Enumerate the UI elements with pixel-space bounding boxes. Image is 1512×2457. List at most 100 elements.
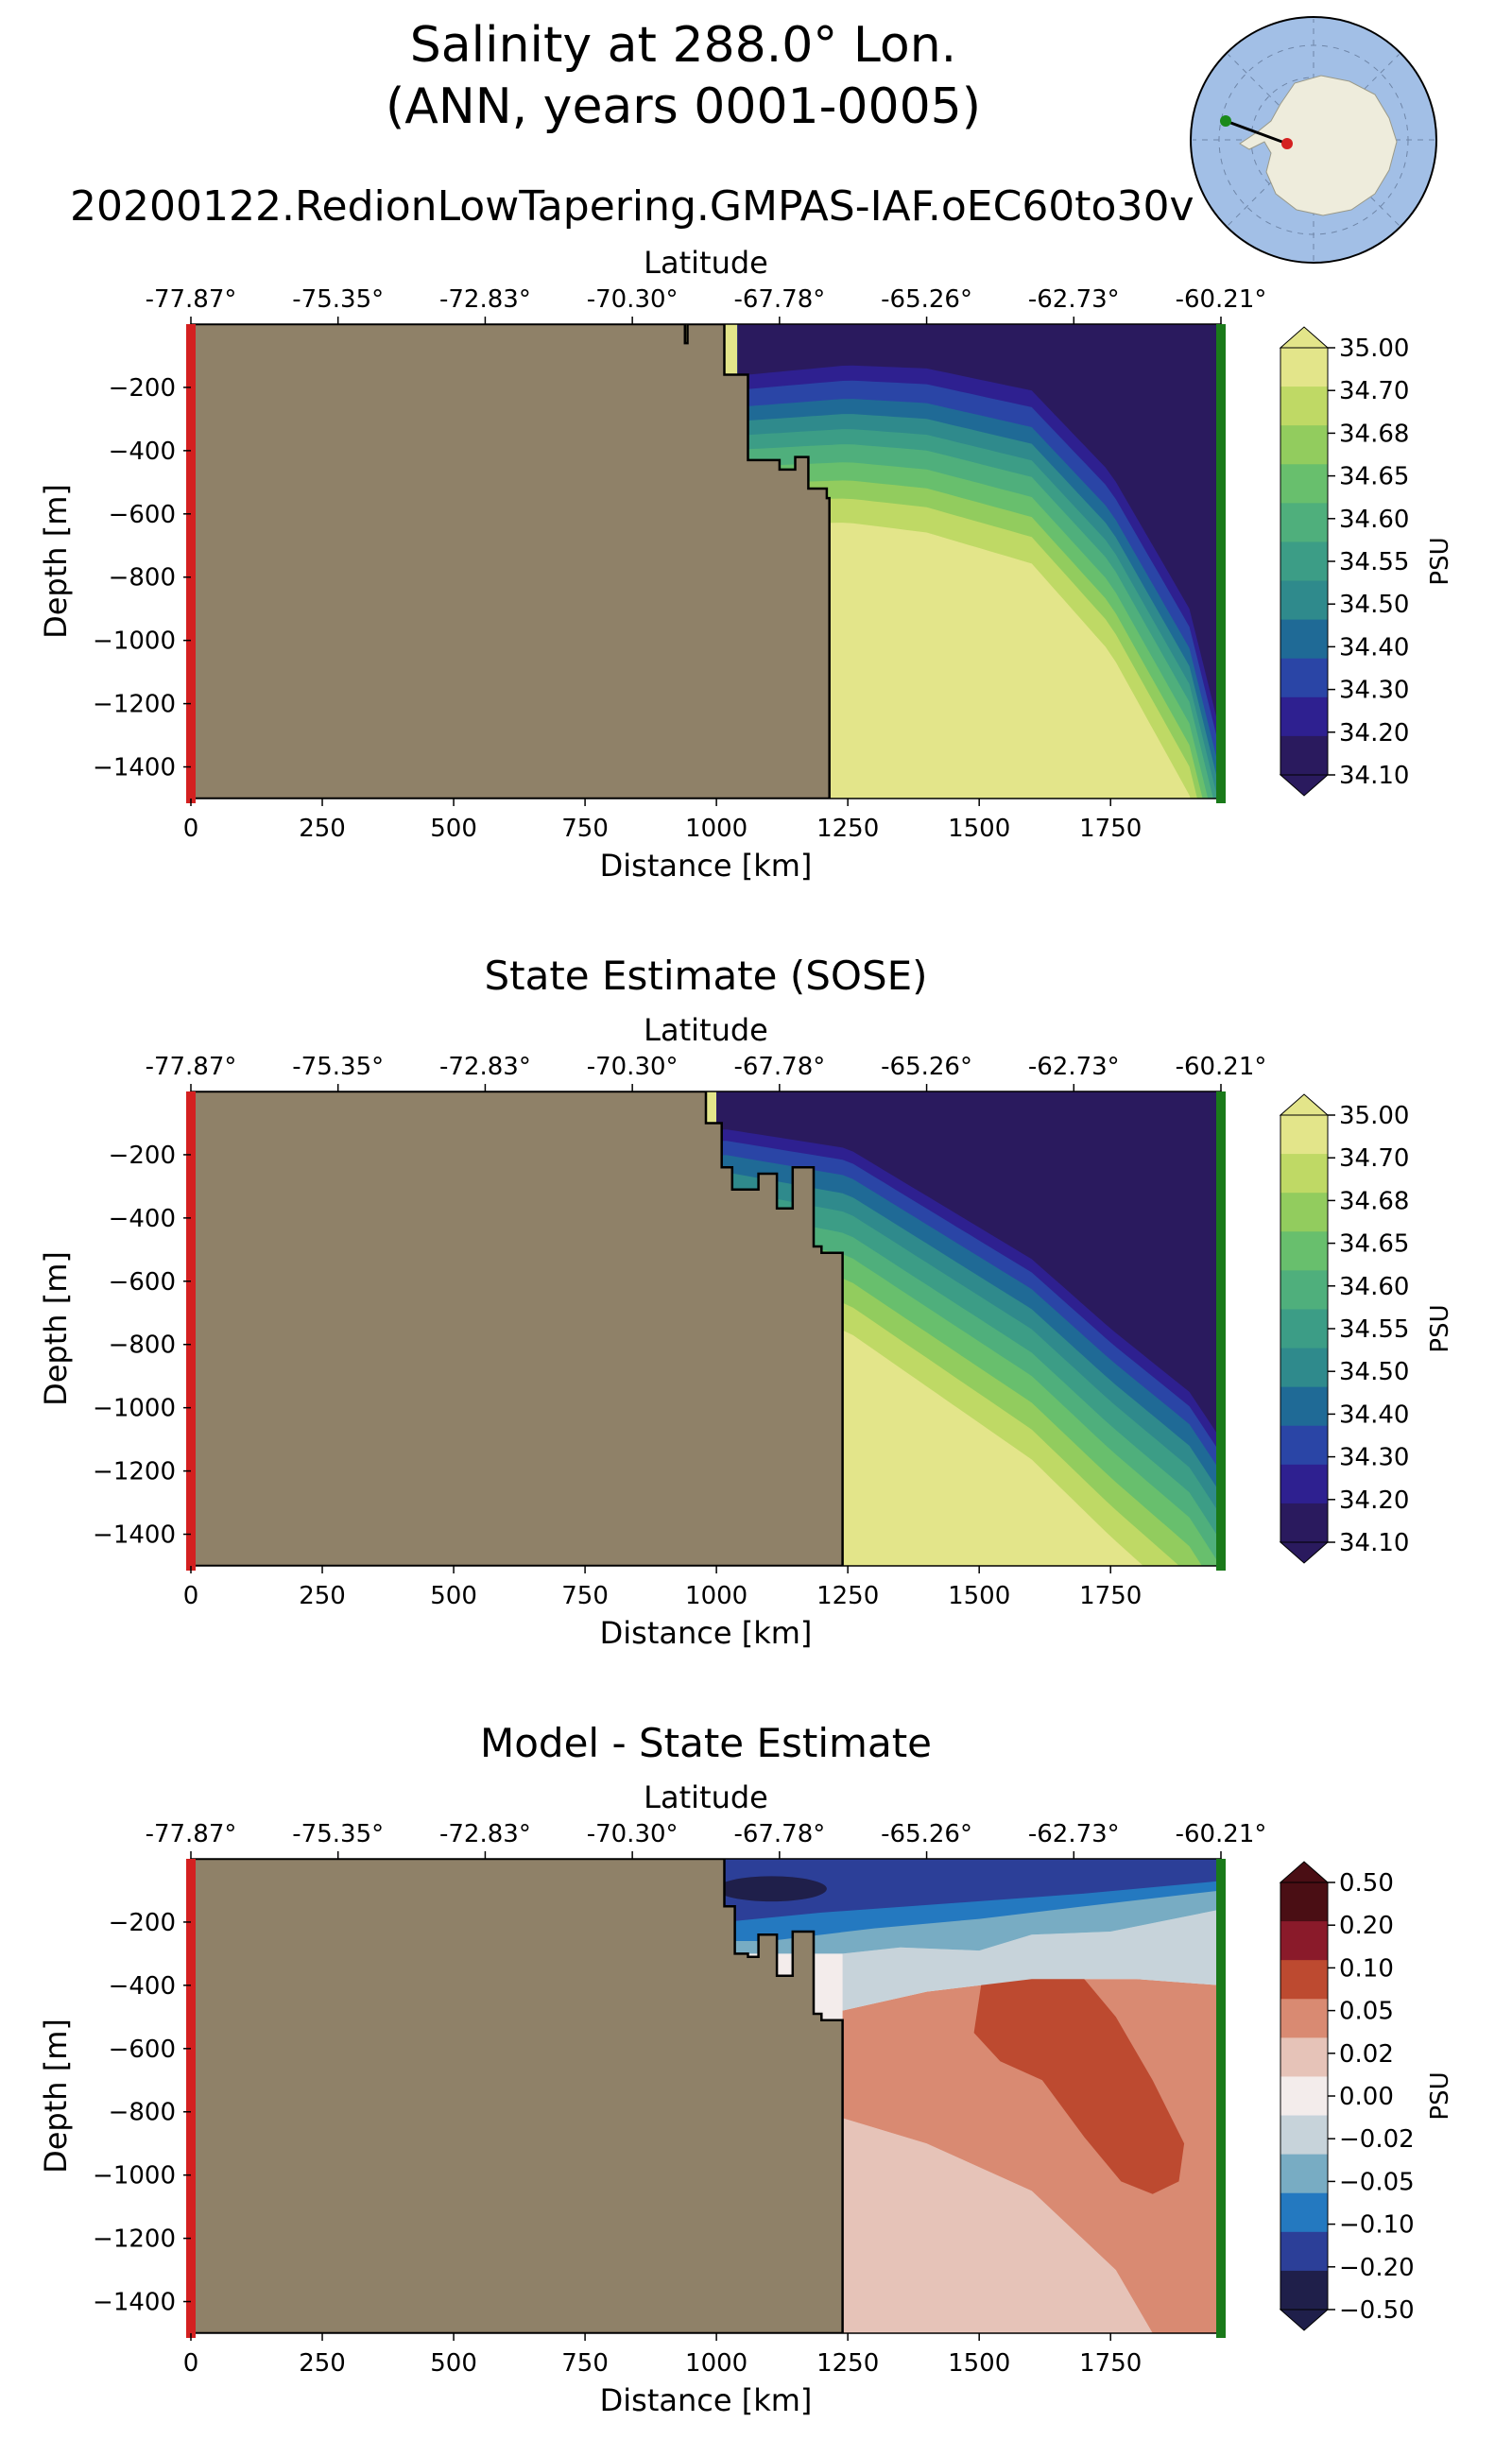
colorbar: 35.00 34.70 34.68 34.65 34.60 34.55 34.50 34.40… [1279, 326, 1454, 797]
colorbar-swatch [1280, 425, 1328, 465]
diff-region-minus-0.20 [724, 1859, 1221, 1922]
inset-section-path [1225, 119, 1288, 146]
lat-tick-label: -60.21° [1176, 285, 1267, 314]
colorbar-swatch [1280, 2192, 1328, 2233]
panel-1-field [191, 324, 1221, 799]
colorbar-tick-label: 34.60 [1339, 506, 1409, 534]
y-tick-label: −600 [109, 2036, 176, 2064]
colorbar-extend-top [1279, 1093, 1330, 1116]
y-tick-label: −800 [109, 564, 176, 593]
lat-tick-label: -72.83° [439, 1820, 531, 1848]
x-axis-label: Distance [km] [600, 2382, 813, 2418]
colorbar-swatch [1280, 1921, 1328, 1961]
colorbar-tick-label: 0.05 [1339, 1998, 1394, 2026]
colorbar-tick-label: 34.70 [1339, 377, 1409, 405]
colorbar-tick-label: 0.50 [1339, 1869, 1394, 1898]
panel-1: 0 250 500 750 1000 1250 1500 1750 Distance [km] −… [38, 245, 1454, 884]
colorbar-tick-label: 0.10 [1339, 1954, 1394, 1983]
colorbar-swatch [1280, 1999, 1328, 2038]
section-end-marker [1216, 1859, 1226, 2338]
section-start-marker [186, 324, 196, 803]
y-tick-label: −200 [109, 374, 176, 403]
inset-map [1190, 16, 1437, 264]
colorbar-tick-label: 34.10 [1339, 762, 1409, 790]
y-axis-label: Depth [m] [38, 2019, 74, 2174]
lat-tick-label: -77.87° [146, 1820, 237, 1848]
colorbar-swatch [1280, 464, 1328, 504]
lat-tick-label: -72.83° [439, 285, 531, 314]
lat-tick-label: -67.78° [733, 285, 825, 314]
inset-path-start-marker [1220, 115, 1231, 127]
colorbar-swatch [1280, 2154, 1328, 2194]
colorbar-tick-label: 34.55 [1339, 1315, 1409, 1344]
inset-antarctica [1239, 75, 1398, 216]
colorbar-extend-bottom [1279, 774, 1330, 797]
colorbar-swatch [1280, 1386, 1328, 1427]
bathymetry-land [191, 1859, 844, 2333]
x-tick-label: 1750 [1079, 1582, 1142, 1610]
colorbar-swatch [1280, 1503, 1328, 1543]
lat-tick-label: -67.78° [733, 1820, 825, 1848]
colorbar-tick-label: 34.60 [1339, 1273, 1409, 1301]
lat-tick-label: -62.73° [1028, 1820, 1120, 1848]
panel-3: 0 250 500 750 1000 1250 1500 1750 Distance [km] −… [38, 1720, 1454, 2418]
panel-title: Model - State Estimate [480, 1720, 932, 1766]
colorbar-tick-label: 0.00 [1339, 2083, 1394, 2111]
colorbar-tick-label: 0.20 [1339, 1912, 1394, 1940]
colorbar-swatch [1280, 387, 1328, 426]
y-tick-label: −1400 [93, 754, 176, 782]
x-tick-label: 1000 [685, 2349, 747, 2378]
lat-tick-label: -77.87° [146, 285, 237, 314]
x-tick-label: 250 [299, 2349, 346, 2378]
lat-axis-label: Latitude [644, 245, 768, 281]
x-tick-label: 750 [561, 815, 609, 843]
lat-axis-label: Latitude [644, 1779, 768, 1815]
panel-3-field [191, 1859, 1221, 2333]
colorbar-swatch [1280, 619, 1328, 660]
lat-tick-label: -62.73° [1028, 1053, 1120, 1081]
figure-title-line1: Salinity at 288.0° Lon. [410, 17, 956, 74]
diff-region-minus-0.02 [842, 1909, 1221, 2011]
panel-title: State Estimate (SOSE) [484, 953, 927, 999]
colorbar-extend-top [1279, 326, 1330, 349]
colorbar-extend-bottom [1279, 1541, 1330, 1564]
y-tick-label: −800 [109, 2099, 176, 2127]
colorbar: 35.00 34.70 34.68 34.65 34.60 34.55 34.50 34.40… [1279, 1093, 1454, 1564]
lat-axis-label: Latitude [644, 1012, 768, 1048]
colorbar-swatch [1280, 1115, 1328, 1155]
x-tick-label: 1000 [685, 1582, 747, 1610]
y-tick-label: −200 [109, 1142, 176, 1170]
lat-tick-label: -65.26° [881, 1053, 972, 1081]
y-tick-label: −400 [109, 1972, 176, 2001]
colorbar-tick-label: −0.50 [1339, 2296, 1415, 2325]
lat-tick-label: -75.35° [292, 1053, 384, 1081]
colorbar: 0.50 0.20 0.10 0.05 0.02 0.00 −0.02 −0.05 −0.10 −… [1279, 1861, 1454, 2331]
colorbar-tick-label: 0.02 [1339, 2040, 1394, 2069]
colorbar-tick-label: 34.68 [1339, 1187, 1409, 1215]
colorbar-swatch [1280, 1270, 1328, 1310]
colorbar-swatch [1280, 2076, 1328, 2117]
lat-tick-label: -75.35° [292, 285, 384, 314]
x-tick-label: 500 [430, 1582, 477, 1610]
y-tick-label: −400 [109, 1205, 176, 1233]
y-tick-label: −200 [109, 1909, 176, 1937]
colorbar-tick-label: 34.50 [1339, 1358, 1409, 1386]
lat-tick-label: -70.30° [587, 1053, 679, 1081]
colorbar-label: PSU [1426, 537, 1454, 585]
x-tick-label: 1750 [1079, 815, 1142, 843]
x-axis-label: Distance [km] [600, 848, 813, 884]
x-tick-label: 250 [299, 1582, 346, 1610]
section-start-marker [186, 1091, 196, 1571]
lat-tick-label: -60.21° [1176, 1053, 1267, 1081]
y-tick-label: −1000 [93, 1395, 176, 1423]
lat-tick-label: -60.21° [1176, 1820, 1267, 1848]
colorbar-swatch [1280, 1882, 1328, 1922]
y-tick-label: −1400 [93, 2289, 176, 2317]
colorbar-swatch [1280, 580, 1328, 621]
y-tick-label: −600 [109, 501, 176, 529]
colorbar-swatch [1280, 503, 1328, 542]
y-axis-label: Depth [m] [38, 1251, 74, 1406]
y-tick-label: −1200 [93, 691, 176, 719]
colorbar-tick-label: 34.20 [1339, 719, 1409, 747]
